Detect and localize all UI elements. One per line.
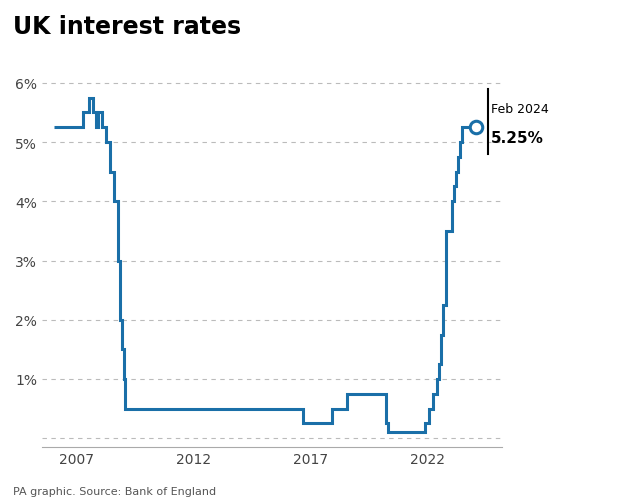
Text: 5.25%: 5.25% [492, 131, 544, 146]
Text: Feb 2024: Feb 2024 [492, 103, 549, 116]
Text: UK interest rates: UK interest rates [13, 15, 241, 39]
Text: PA graphic. Source: Bank of England: PA graphic. Source: Bank of England [13, 486, 216, 496]
